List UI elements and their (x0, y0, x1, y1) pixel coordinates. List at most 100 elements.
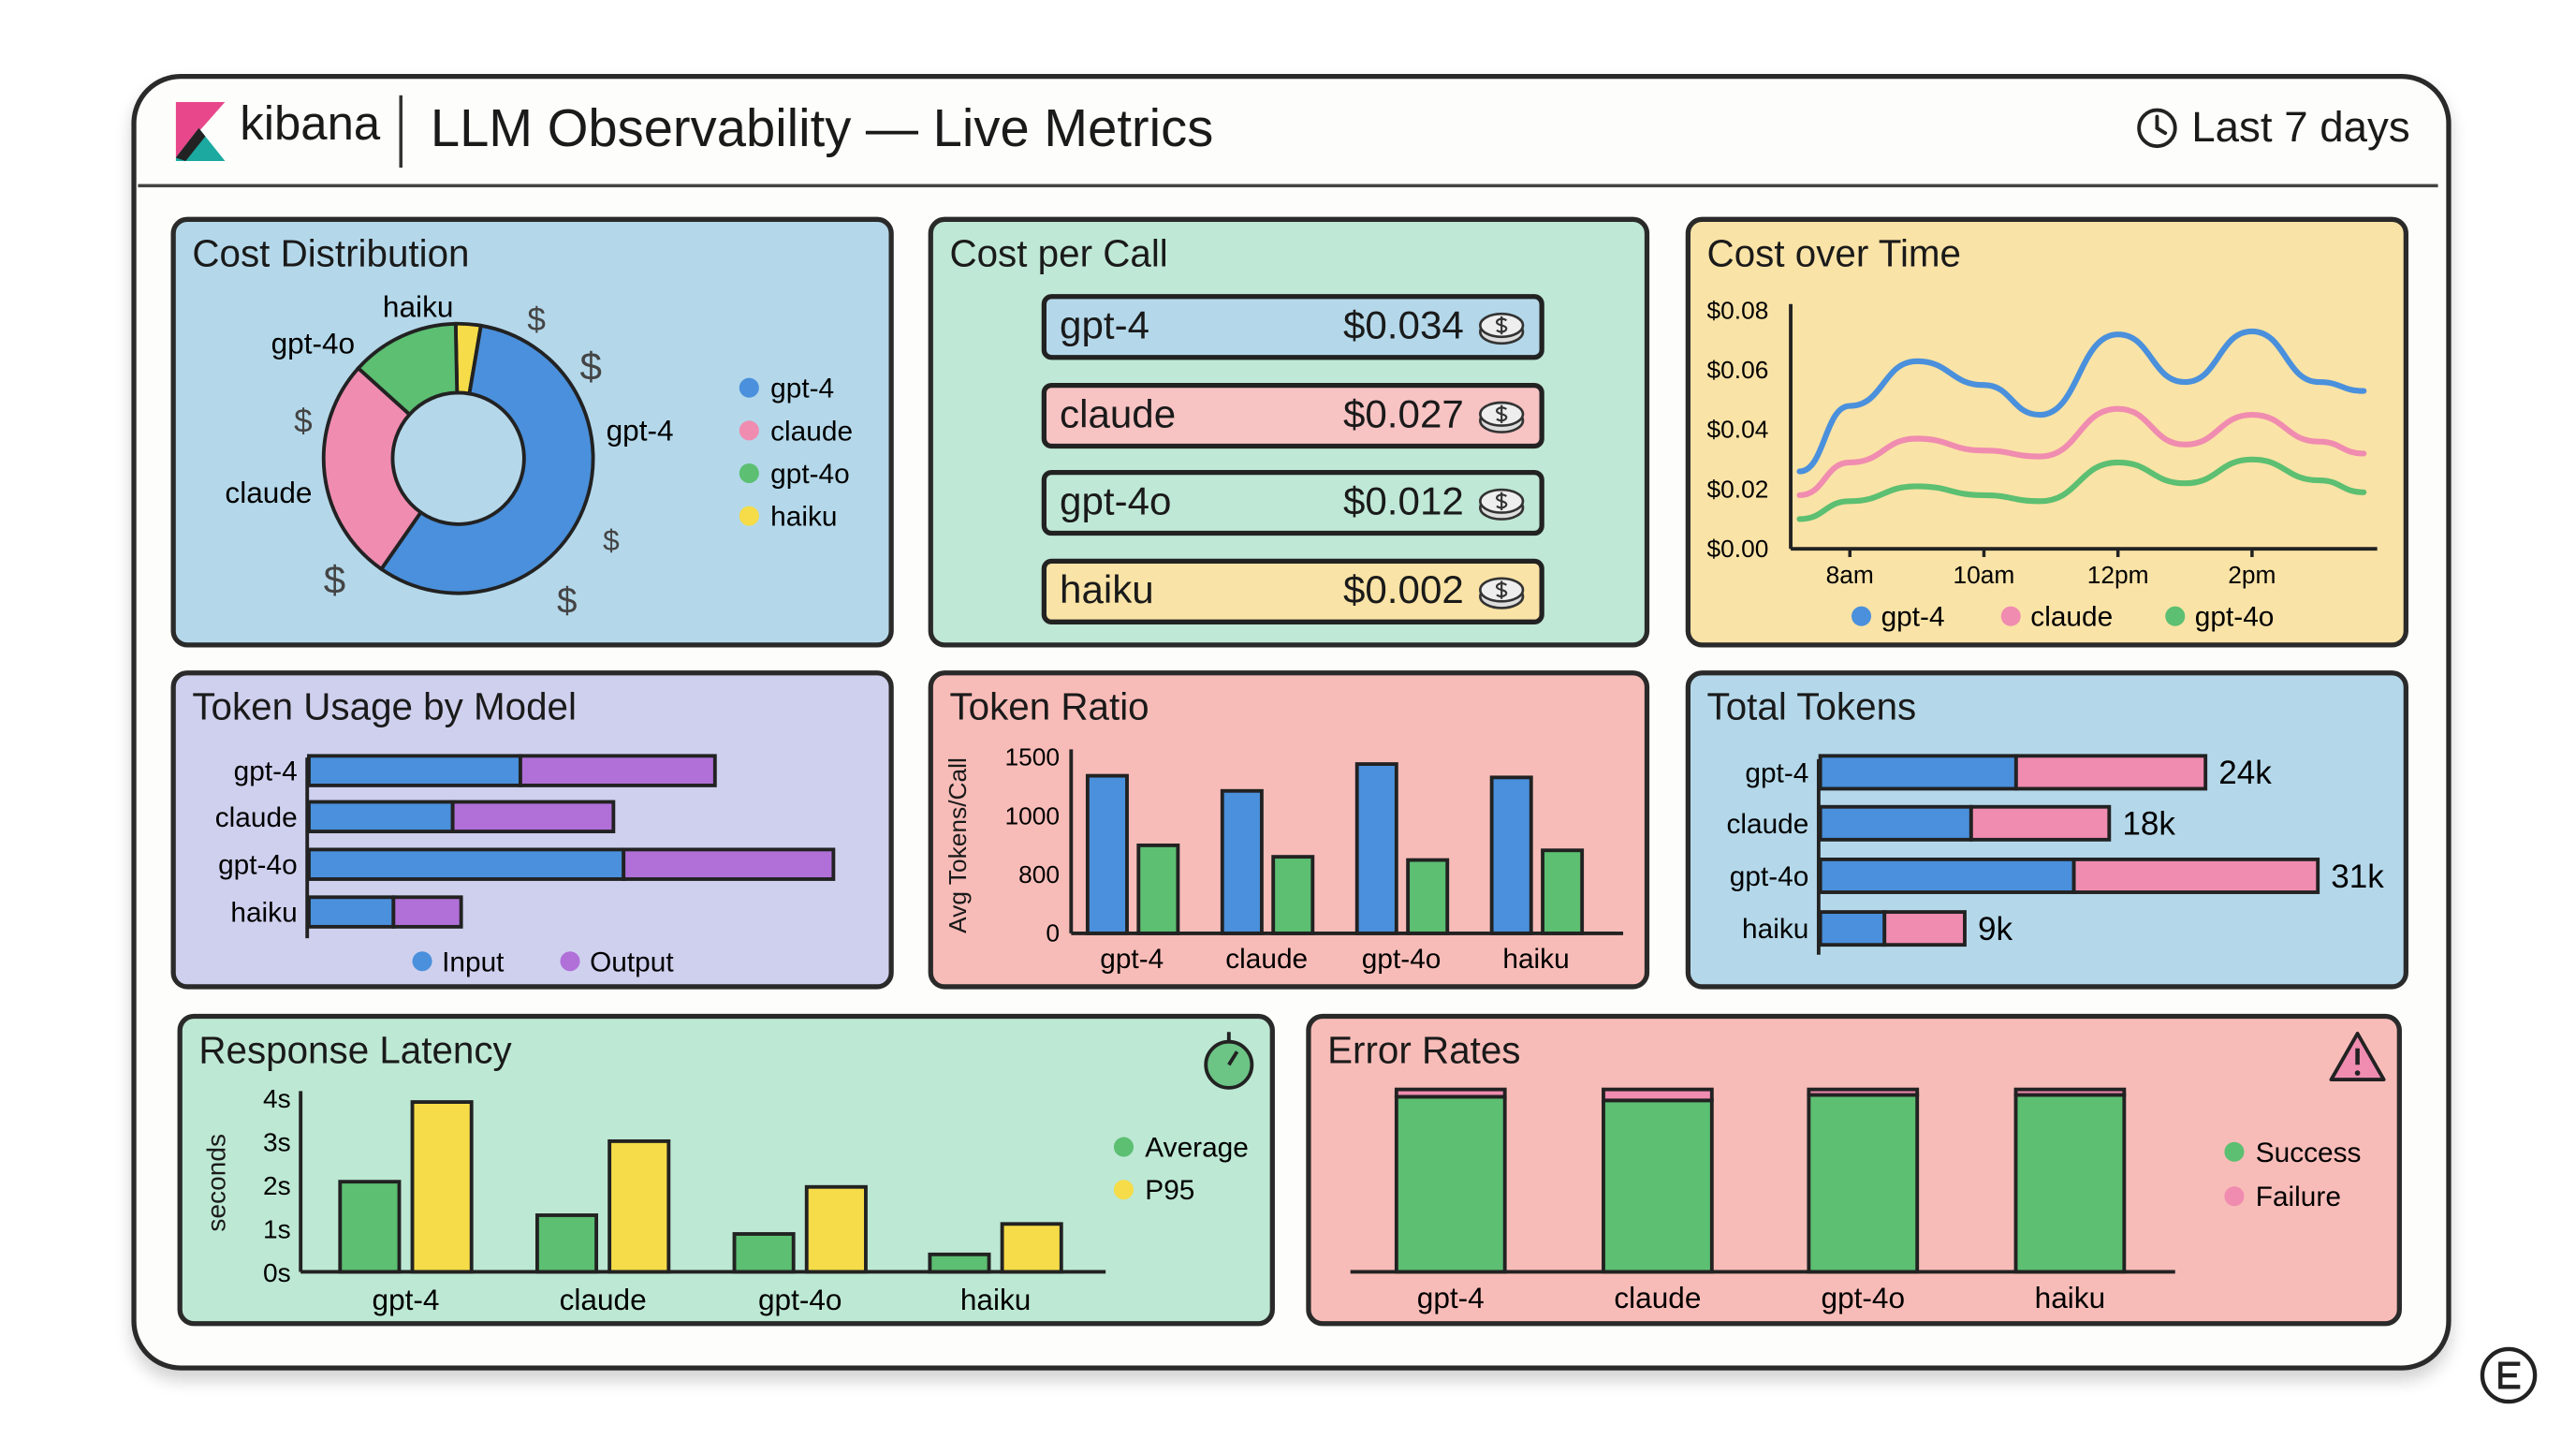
time-range-picker[interactable]: Last 7 days (2136, 102, 2410, 153)
cost-row-gpt-4: gpt-4 $0.034 (1041, 294, 1544, 360)
panel-error-rates: gpt-4 claude gpt-4o haiku Success Failure Err… (1306, 1013, 2402, 1327)
time-range-label: Last 7 days (2191, 101, 2410, 152)
cost-value: $0.034 (1342, 303, 1464, 349)
category-label: haiku (1742, 914, 1808, 945)
panel-title: Response Latency (198, 1028, 512, 1072)
legend-label: P95 (1145, 1175, 1194, 1206)
series-line-gpt-4 (1796, 328, 2367, 475)
y-tick-label: 1s (263, 1214, 291, 1243)
x-tick-label: 12pm (2087, 561, 2149, 589)
legend-label: gpt-4o (2195, 602, 2275, 633)
bar (1220, 788, 1264, 935)
panel-title: Cost per Call (949, 231, 1168, 275)
bar-segment (2013, 1093, 2127, 1274)
dollar-icon: $ (557, 581, 577, 622)
bar-segment (307, 754, 522, 787)
legend-dot (1113, 1137, 1134, 1157)
cost-value: $0.027 (1342, 391, 1464, 436)
bar (928, 1252, 991, 1274)
donut-slice-gpt-4o (356, 321, 460, 418)
series-line-gpt-4o (1796, 456, 2367, 522)
kibana-logo-icon (175, 101, 226, 161)
category-label: gpt-4o (218, 850, 298, 881)
legend-dot (739, 377, 759, 398)
category-label: gpt-4 (234, 756, 298, 787)
legend-label: gpt-4o (770, 459, 850, 490)
category-label: claude (215, 802, 298, 833)
dollar-icon: $ (580, 344, 602, 388)
legend-label: Output (590, 947, 674, 977)
y-tick-label: $0.06 (1707, 356, 1769, 384)
dollar-icon: $ (603, 523, 620, 557)
y-tick-label: 3s (263, 1127, 291, 1156)
legend-dot (739, 506, 759, 526)
bar-segment (450, 800, 616, 834)
y-tick-label: $0.00 (1707, 535, 1769, 563)
bar (732, 1232, 796, 1274)
category-label: claude (560, 1283, 647, 1316)
legend-dot (2165, 606, 2186, 626)
donut-label: gpt-4o (271, 326, 356, 360)
bar-segment (1818, 857, 2076, 894)
bar-segment (1602, 1098, 1714, 1274)
x-tick-label: 8am (1826, 561, 1874, 589)
legend-label: Failure (2256, 1182, 2341, 1212)
data-label: 24k (2218, 755, 2272, 791)
panel-title: Error Rates (1327, 1028, 1521, 1072)
bar-segment (307, 800, 455, 834)
bar-segment (1394, 1087, 1507, 1099)
bar-segment (2013, 1087, 2127, 1097)
category-label: gpt-4 (1417, 1281, 1485, 1314)
model-name: gpt-4 (1060, 303, 1150, 349)
category-label: gpt-4o (1362, 944, 1442, 975)
bar (338, 1180, 402, 1274)
category-label: haiku (2035, 1281, 2106, 1314)
category-label: gpt-4 (1100, 944, 1164, 975)
y-tick-label: 800 (1018, 860, 1060, 888)
brand-name: kibana (240, 98, 381, 152)
app-logo-icon (2480, 1346, 2538, 1404)
bar (607, 1138, 671, 1274)
panel-token-ratio: 0 800 1000 1500 gpt-4 claude gpt-4o haiku Token… (928, 670, 1650, 990)
bar-segment (518, 754, 717, 787)
header-separator (138, 184, 2438, 188)
bar-segment (1818, 910, 1887, 947)
coin-icon (1479, 488, 1525, 521)
legend-label: gpt-4 (770, 374, 834, 404)
model-name: gpt-4o (1060, 479, 1172, 524)
cost-row-claude: claude $0.027 (1041, 382, 1544, 448)
bar-segment (1807, 1087, 1920, 1097)
category-label: gpt-4o (758, 1283, 842, 1316)
legend-label: claude (2030, 602, 2113, 633)
legend-dot (1851, 606, 1872, 626)
panel-response-latency: 0s 1s 2s 3s 4s gpt-4 claude gpt-4o haiku Average P… (177, 1013, 1275, 1327)
bar (1136, 843, 1180, 935)
bar (410, 1100, 474, 1274)
y-tick-label: 2s (263, 1171, 291, 1200)
panel-cost-over-time: $0.00 $0.02 $0.04 $0.06 $0.08 8am 10am 12pm 2pm g… (1685, 216, 2408, 648)
bar-segment (622, 847, 836, 881)
cost-row-gpt-4o: gpt-4o $0.012 (1041, 469, 1544, 536)
category-label: gpt-4 (373, 1283, 440, 1316)
bar-segment (1882, 910, 1967, 947)
legend-label: Input (442, 947, 505, 977)
bar (1541, 848, 1585, 935)
legend-label: claude (770, 416, 853, 447)
panel-title: Token Usage by Model (192, 684, 577, 728)
panel-title: Total Tokens (1706, 684, 1917, 728)
y-tick-label: 0s (263, 1258, 291, 1287)
donut-label: haiku (383, 290, 454, 324)
x-tick-label: 10am (1954, 561, 2015, 589)
stopwatch-icon (1204, 1032, 1254, 1090)
data-label: 18k (2122, 806, 2175, 843)
legend-dot (739, 463, 759, 483)
cost-value: $0.012 (1342, 479, 1464, 524)
legend-dot (2000, 606, 2021, 626)
model-name: claude (1060, 391, 1177, 436)
legend-label: gpt-4 (1881, 602, 1945, 633)
dollar-icon: $ (294, 404, 313, 440)
legend-dot (2224, 1186, 2245, 1207)
y-axis-label: Avg Tokens/Call (944, 757, 973, 933)
bar (1489, 775, 1533, 935)
coin-icon (1479, 400, 1525, 433)
